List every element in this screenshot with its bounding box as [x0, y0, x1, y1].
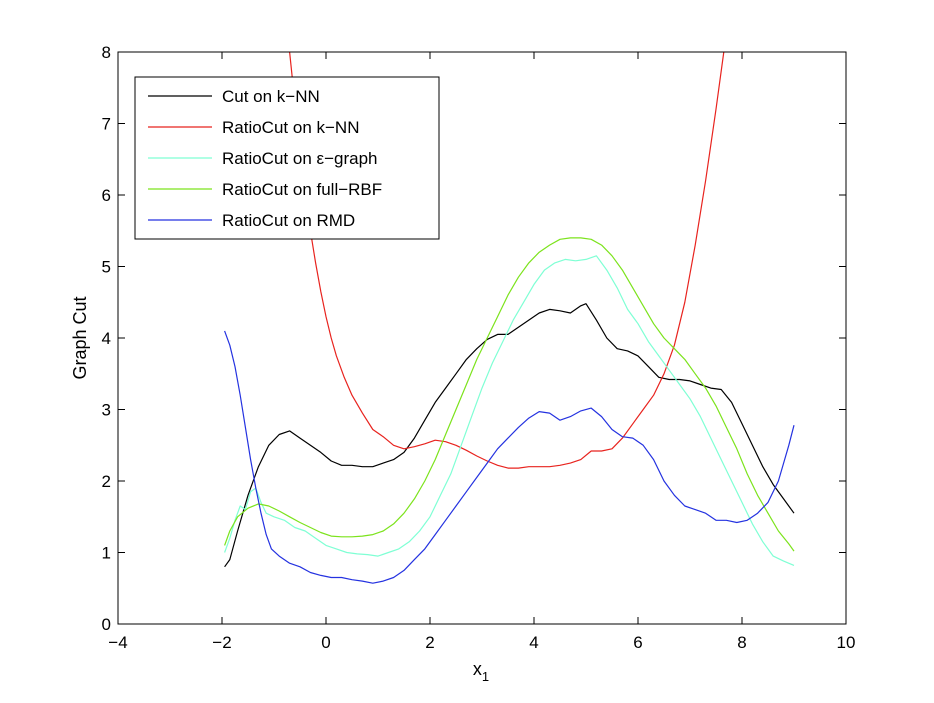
legend-label-1: Cut on k−NN: [222, 87, 320, 106]
legend-label-3: RatioCut on ε−graph: [222, 149, 377, 168]
y-tick-label: 4: [102, 329, 111, 348]
x-tick-label: 10: [837, 633, 856, 652]
legend-label-4: RatioCut on full−RBF: [222, 180, 382, 199]
x-axis: −4 −2 0 2 4 6 8 10: [108, 52, 855, 652]
y-tick-label: 8: [102, 43, 111, 62]
y-tick-label: 2: [102, 472, 111, 491]
series-line-3: [224, 255, 795, 566]
legend: Cut on k−NN RatioCut on k−NN RatioCut on ε…: [134, 76, 440, 240]
y-axis-title: Graph Cut: [70, 296, 90, 379]
series-line-2: [289, 52, 725, 469]
x-tick-label: 6: [633, 633, 642, 652]
x-tick-label: 4: [529, 633, 538, 652]
x-tick-label: 2: [425, 633, 434, 652]
legend-label-2: RatioCut on k−NN: [222, 118, 359, 137]
series-layer: [224, 52, 795, 584]
y-tick-label: 5: [102, 258, 111, 277]
x-axis-title: x1: [473, 659, 489, 684]
y-tick-label: 1: [102, 544, 111, 563]
y-tick-label: 7: [102, 115, 111, 134]
x-axis-title-subscript: 1: [482, 669, 489, 684]
x-tick-label: 8: [737, 633, 746, 652]
series-line-5: [224, 330, 795, 584]
x-tick-label: −4: [108, 633, 127, 652]
y-tick-label: 0: [102, 615, 111, 634]
x-axis-title-main: x: [473, 659, 482, 679]
x-tick-label: −2: [212, 633, 231, 652]
legend-label-5: RatioCut on RMD: [222, 211, 355, 230]
series-line-4: [224, 237, 795, 552]
x-tick-label: 0: [321, 633, 330, 652]
y-tick-label: 6: [102, 186, 111, 205]
y-axis: 0 1 2 3 4 5 6 7 8: [102, 43, 846, 634]
series-line-1: [224, 303, 795, 568]
y-tick-label: 3: [102, 401, 111, 420]
